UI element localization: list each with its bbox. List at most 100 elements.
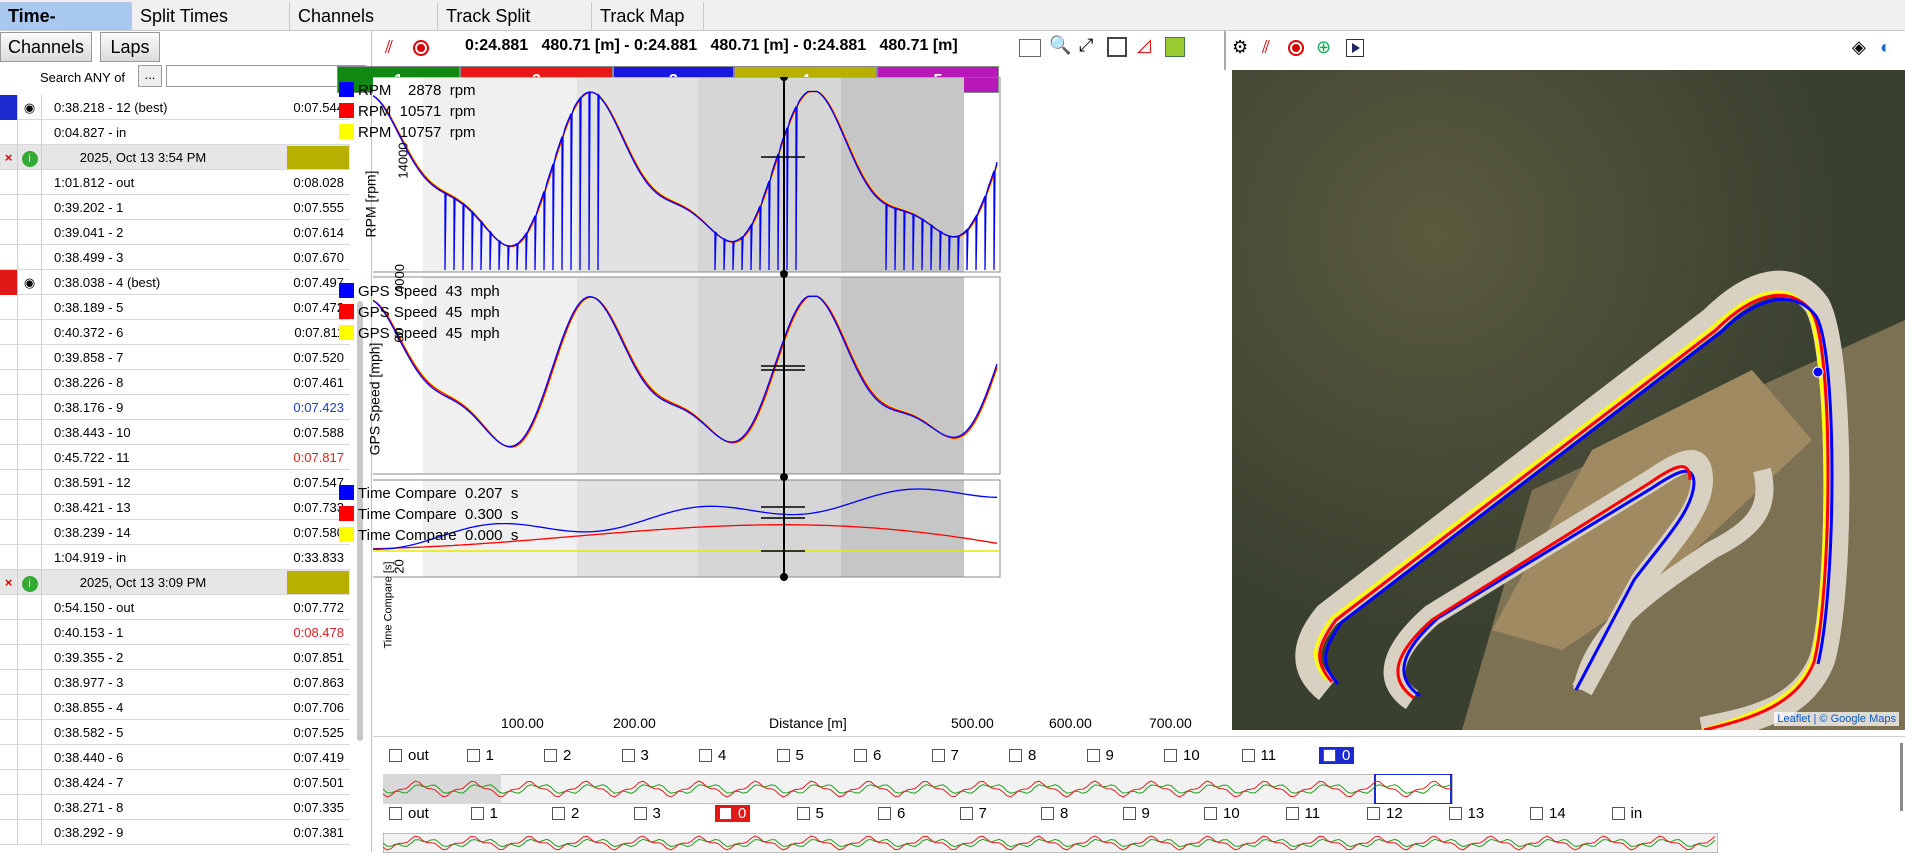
info-icon[interactable]: i xyxy=(18,570,42,595)
scrollbar[interactable] xyxy=(1900,743,1903,811)
lap-select[interactable] xyxy=(18,795,42,820)
lap-marker[interactable] xyxy=(0,245,18,270)
lap-toggle[interactable]: 14 xyxy=(1530,805,1566,822)
lap-toggle[interactable]: 7 xyxy=(959,805,987,822)
lap-row[interactable]: 0:38.189 - 5 0:07.472 xyxy=(0,295,350,320)
lap-marker[interactable] xyxy=(0,95,18,120)
lap-row[interactable]: 0:40.153 - 1 0:08.478 xyxy=(0,620,350,645)
tab-time-distance[interactable]: Time-Distance xyxy=(0,2,132,54)
lap-toggle[interactable]: in xyxy=(1611,805,1642,822)
globe-icon[interactable]: ◐ xyxy=(1880,37,1891,57)
checkbox[interactable] xyxy=(1009,749,1022,762)
lap-marker[interactable] xyxy=(0,645,18,670)
lap-select[interactable] xyxy=(18,770,42,795)
tab-channels-report[interactable]: Channels Report xyxy=(290,2,438,54)
lap-toggle[interactable]: 11 xyxy=(1285,805,1320,822)
tab-split-times-report[interactable]: Split Times Report xyxy=(132,2,290,54)
lap-toggle[interactable]: 2 xyxy=(552,805,579,822)
lap-marker[interactable] xyxy=(0,820,18,845)
lap-select[interactable] xyxy=(18,295,42,320)
lap-marker[interactable] xyxy=(0,420,18,445)
lap-row[interactable]: 0:38.292 - 9 0:07.381 xyxy=(0,820,350,845)
lap-row[interactable]: 0:38.977 - 3 0:07.863 xyxy=(0,670,350,695)
lap-row[interactable]: 0:54.150 - out 0:07.772 xyxy=(0,595,350,620)
lap-toggle[interactable]: 2 xyxy=(544,747,571,764)
track-map[interactable]: Leaflet | © Google Maps xyxy=(1232,70,1905,730)
checkbox[interactable] xyxy=(1086,749,1100,762)
lap-row[interactable]: 0:38.424 - 7 0:07.501 xyxy=(0,770,350,795)
record-icon[interactable] xyxy=(1288,40,1304,56)
lap-marker[interactable] xyxy=(0,795,18,820)
lap-row[interactable]: 0:38.591 - 12 0:07.547 xyxy=(0,470,350,495)
lap-marker[interactable] xyxy=(0,670,18,695)
close-icon[interactable]: × xyxy=(0,145,18,170)
lap-marker[interactable] xyxy=(0,345,18,370)
checkbox[interactable] xyxy=(959,807,973,820)
checkbox[interactable] xyxy=(854,749,867,762)
lap-toggle[interactable]: 10 xyxy=(1164,747,1200,764)
info-icon[interactable]: i xyxy=(18,145,42,170)
lap-marker[interactable] xyxy=(0,545,18,570)
lap-marker[interactable] xyxy=(0,620,18,645)
lap-toggle[interactable]: 8 xyxy=(1041,805,1068,822)
lap-toggle[interactable]: 6 xyxy=(854,747,881,764)
checkbox[interactable] xyxy=(1122,807,1136,820)
lap-row[interactable]: 0:38.239 - 14 0:07.580 xyxy=(0,520,350,545)
lap-marker[interactable] xyxy=(0,320,18,345)
channels-button[interactable]: Channels xyxy=(0,32,92,62)
lap-toggle[interactable]: 9 xyxy=(1086,747,1114,764)
multi-lap-icon[interactable]: ⫽ xyxy=(385,37,394,57)
lap-strip-row2[interactable] xyxy=(383,833,1718,853)
checkbox[interactable] xyxy=(1530,807,1543,820)
lap-select[interactable] xyxy=(18,445,42,470)
checkbox[interactable] xyxy=(1164,749,1177,762)
lap-row[interactable]: 1:01.812 - out 0:08.028 xyxy=(0,170,350,195)
checkbox[interactable] xyxy=(1204,807,1217,820)
lap-marker[interactable] xyxy=(0,745,18,770)
lap-toggle[interactable]: 6 xyxy=(878,805,905,822)
layers-icon[interactable]: ◈ xyxy=(1852,37,1866,57)
lap-toggle[interactable]: 12 xyxy=(1367,805,1403,822)
lap-select[interactable] xyxy=(18,520,42,545)
lap-marker[interactable] xyxy=(0,295,18,320)
lap-toggle[interactable]: 9 xyxy=(1122,805,1150,822)
lap-marker[interactable] xyxy=(0,445,18,470)
checkbox[interactable] xyxy=(1285,807,1299,820)
lap-row[interactable]: 0:38.176 - 9 0:07.423 xyxy=(0,395,350,420)
multi-lap-icon[interactable]: ⫽ xyxy=(1262,37,1271,57)
lap-marker[interactable] xyxy=(0,395,18,420)
lap-marker[interactable] xyxy=(0,770,18,795)
lap-select[interactable] xyxy=(18,345,42,370)
lap-toggle[interactable]: 0 xyxy=(715,805,751,822)
lap-select[interactable] xyxy=(18,470,42,495)
triangle-icon[interactable]: ◿ xyxy=(1137,35,1151,55)
lap-select[interactable] xyxy=(18,395,42,420)
checkbox[interactable] xyxy=(1448,807,1462,820)
lap-select[interactable] xyxy=(18,645,42,670)
checkbox[interactable] xyxy=(699,749,712,762)
ruler-icon[interactable] xyxy=(1019,39,1041,57)
lap-select[interactable] xyxy=(18,420,42,445)
search-options-button[interactable]: ... xyxy=(138,65,162,87)
lap-select[interactable] xyxy=(18,120,42,145)
checkbox[interactable] xyxy=(1367,807,1380,820)
lap-marker[interactable] xyxy=(0,220,18,245)
lap-select[interactable] xyxy=(18,720,42,745)
lap-row[interactable]: 1:04.919 - in 0:33.833 xyxy=(0,545,350,570)
checkbox[interactable] xyxy=(389,807,402,820)
tab-track-map[interactable]: Track Map xyxy=(592,2,704,30)
checkbox[interactable] xyxy=(544,749,557,762)
lap-marker[interactable] xyxy=(0,520,18,545)
checkbox[interactable] xyxy=(470,807,484,820)
lap-row[interactable]: ◉ 0:38.038 - 4 (best) 0:07.497 xyxy=(0,270,350,295)
layout-icon[interactable] xyxy=(1107,37,1127,57)
lap-marker[interactable] xyxy=(0,370,18,395)
lap-select[interactable] xyxy=(18,820,42,845)
lap-row[interactable]: 0:38.499 - 3 0:07.670 xyxy=(0,245,350,270)
lap-toggle[interactable]: 1 xyxy=(466,747,494,764)
lap-toggle[interactable]: 10 xyxy=(1204,805,1240,822)
lap-select[interactable] xyxy=(18,670,42,695)
lap-row[interactable]: 0:39.041 - 2 0:07.614 xyxy=(0,220,350,245)
laps-button[interactable]: Laps xyxy=(100,32,160,62)
checkbox[interactable] xyxy=(931,749,945,762)
